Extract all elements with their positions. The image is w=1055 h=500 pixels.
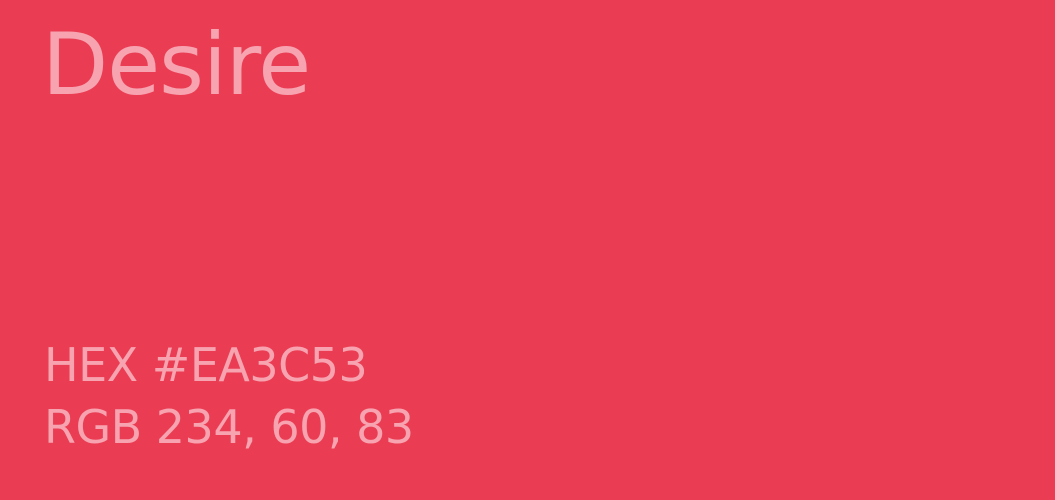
- hex-code-label: HEX #EA3C53: [44, 338, 368, 392]
- color-name-title: Desire: [42, 15, 311, 115]
- rgb-code-label: RGB 234, 60, 83: [44, 400, 414, 455]
- color-codes: HEX #EA3C53 RGB 234, 60, 83: [44, 334, 414, 458]
